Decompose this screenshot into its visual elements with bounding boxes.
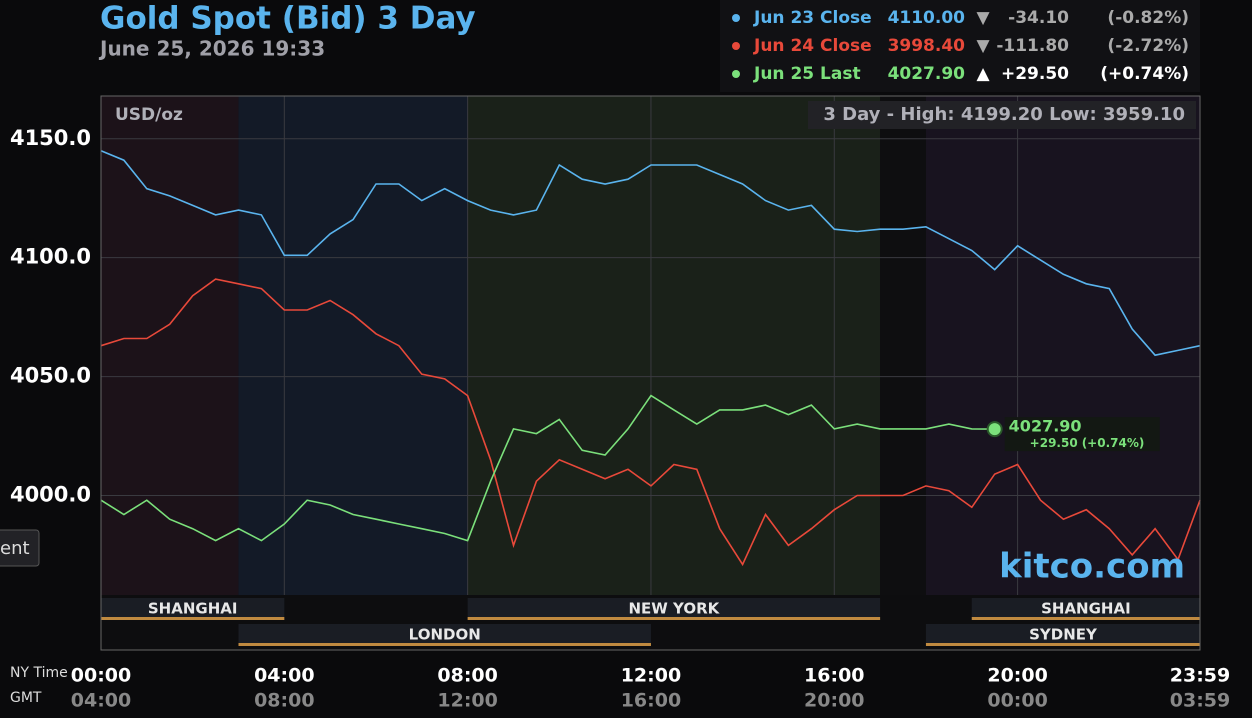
session-bar [467,598,881,620]
legend-name: Jun 23 Close [753,8,872,28]
last-change-pct: (+0.74%) [1082,436,1145,450]
session-label: SYDNEY [1029,626,1098,644]
legend-value: 4027.90 [888,64,966,84]
session-underline [467,617,881,620]
last-value-label: 4027.90 [1009,417,1082,436]
last-label-box [1004,417,1160,452]
legend-change-pct: (+0.74%) [1100,64,1189,84]
x2-tick-label: 00:00 [987,690,1047,712]
session-underline [925,643,1200,646]
legend-change-pct: (-2.72%) [1107,36,1189,56]
session-label: LONDON [409,626,481,644]
session-label: SHANGHAI [1041,600,1131,618]
x-tick-label: 16:00 [804,665,864,687]
y-tick-label: 4000.0 [10,482,91,506]
plot-frame [100,95,1201,651]
session-region [925,96,1200,595]
session-label: NEW YORK [628,600,720,618]
legend-change: -111.80 [996,36,1069,56]
legend-arrow: ▼ [976,8,990,28]
x-tick-label: 12:00 [621,665,681,687]
legend-name: Jun 25 Last [753,64,861,84]
legend-change-pct: (-0.82%) [1107,8,1189,28]
session-region [238,96,468,595]
session-underline [238,643,651,646]
session-region [880,96,926,595]
x-tick-label: 00:00 [71,665,131,687]
legend-value: 3998.40 [888,36,966,56]
session-bar [971,598,1200,620]
legend-dot [732,14,740,22]
last-change-label: +29.50 (+0.74%) [1030,436,1145,450]
session-region [101,96,239,595]
side-button-label[interactable]: ent [0,538,30,559]
x-tick-label: 08:00 [437,665,497,687]
chart-subtitle: June 25, 2026 19:33 [98,37,325,61]
x-tick-label: 23:59 [1170,665,1230,687]
y-tick-label: 4150.0 [10,126,91,150]
legend-box [720,0,1200,92]
session-label: SHANGHAI [148,600,238,618]
y-tick-label: 4100.0 [10,245,91,269]
session-bar [925,624,1200,646]
side-button[interactable]: ent [0,529,40,567]
session-bar [238,624,651,646]
legend-dot [732,42,740,50]
y-unit: USD/oz [115,105,183,125]
x2-axis-label: GMT [10,690,42,706]
x2-tick-label: 12:00 [437,690,497,712]
x2-tick-label: 20:00 [804,690,864,712]
x2-tick-label: 03:59 [1170,690,1230,712]
x-axis-label: NY Time [10,665,68,681]
chart-title: Gold Spot (Bid) 3 Day [100,1,476,37]
x-tick-label: 04:00 [254,665,314,687]
series-line [100,149,1201,357]
last-point [986,421,1003,438]
legend-arrow: ▲ [976,64,990,84]
legend-change: -34.10 [1008,8,1069,28]
legend-change: +29.50 [1001,64,1069,84]
stats-box [808,101,1196,129]
legend-value: 4110.00 [888,8,966,28]
legend-dot [732,70,740,78]
x2-tick-label: 04:00 [71,690,131,712]
series-line [100,394,995,542]
session-bar [101,598,285,620]
x-tick-label: 20:00 [987,665,1047,687]
last-change: +29.50 [1030,436,1078,450]
series-line [100,278,1201,567]
stats: 3 Day - High: 4199.20 Low: 3959.10 [823,104,1185,125]
session-region [467,96,881,595]
x2-tick-label: 16:00 [621,690,681,712]
plot-area: SHANGHAI NEW YORK SHANGHAI LONDON SYDNEY 4027… [100,96,1201,650]
watermark: kitco.com [999,547,1185,587]
x2-tick-label: 08:00 [254,690,314,712]
session-underline [101,617,285,620]
legend-arrow: ▼ [976,36,990,56]
y-tick-label: 4050.0 [10,364,91,388]
legend-name: Jun 24 Close [753,36,872,56]
side-button-box[interactable] [0,529,40,567]
session-underline [971,617,1200,620]
